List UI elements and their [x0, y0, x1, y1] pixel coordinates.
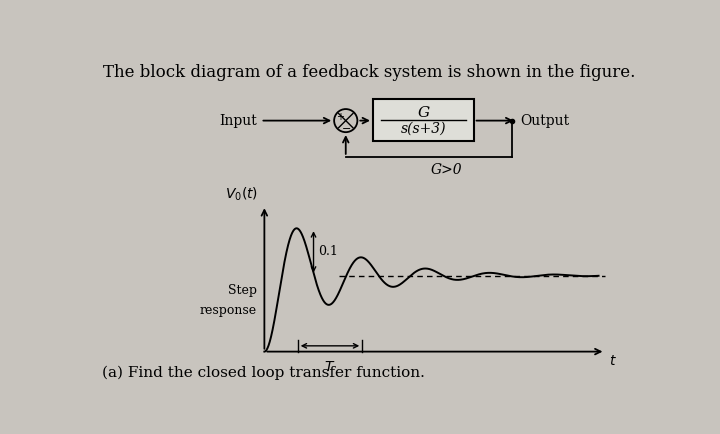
Text: (a) Find the closed loop transfer function.: (a) Find the closed loop transfer functi…	[102, 366, 425, 380]
Text: $T$: $T$	[324, 360, 336, 374]
FancyBboxPatch shape	[373, 99, 474, 141]
Text: response: response	[199, 304, 256, 317]
Text: 0.1: 0.1	[318, 245, 338, 258]
Text: $t$: $t$	[609, 354, 617, 368]
Text: +: +	[336, 112, 344, 122]
Text: Input: Input	[219, 114, 256, 128]
Text: $V_0(t)$: $V_0(t)$	[225, 186, 258, 203]
Text: The block diagram of a feedback system is shown in the figure.: The block diagram of a feedback system i…	[103, 64, 635, 82]
Text: −: −	[342, 124, 351, 134]
Text: Output: Output	[520, 114, 570, 128]
Text: s(s+3): s(s+3)	[400, 122, 446, 136]
Text: G>0: G>0	[431, 163, 462, 177]
Text: Step: Step	[228, 284, 256, 297]
Text: G: G	[417, 105, 429, 119]
